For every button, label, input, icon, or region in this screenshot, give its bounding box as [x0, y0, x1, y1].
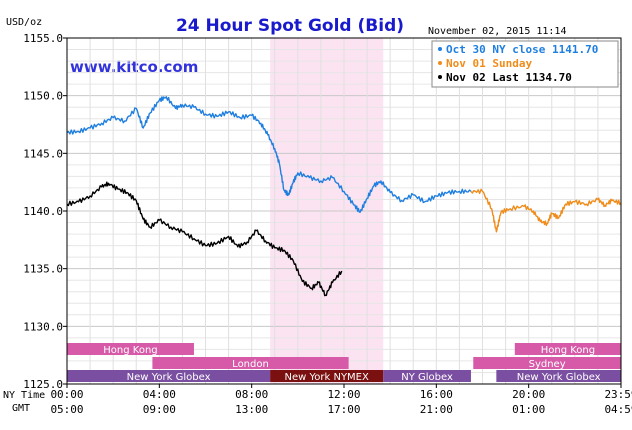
legend-entry: Oct 30 NY close 1141.70	[446, 43, 598, 56]
market-session-label: New York NYMEX	[285, 372, 370, 383]
x-tick-label-ny: 04:00	[143, 388, 176, 401]
market-session-label: Hong Kong	[103, 345, 157, 356]
x-row-label-ny: NY Time	[3, 390, 45, 401]
y-tick-label: 1140.0	[23, 205, 63, 218]
market-session-label: Hong Kong	[541, 345, 595, 356]
y-tick-label: 1150.0	[23, 90, 63, 103]
market-session-bar	[473, 357, 621, 369]
market-session-bar	[67, 370, 271, 382]
legend-box	[431, 40, 619, 88]
series-line	[66, 181, 343, 297]
legend-swatch	[438, 61, 442, 65]
market-session-bar	[152, 357, 349, 369]
timestamp: November 02, 2015 11:14	[428, 26, 566, 37]
x-tick-label-gmt: 01:00	[512, 403, 545, 416]
legend-swatch	[438, 47, 442, 51]
y-axis-unit-label: USD/oz	[6, 17, 42, 28]
market-session-label: London	[232, 359, 269, 370]
market-session-label: New York Globex	[517, 372, 601, 383]
x-tick-label-ny: 00:00	[50, 388, 83, 401]
legend-entry: Nov 02 Last 1134.70	[446, 71, 572, 84]
kitco-brand-link[interactable]: www.kitco.com	[70, 58, 198, 76]
market-session-bar	[67, 343, 194, 355]
x-tick-label-gmt: 09:00	[143, 403, 176, 416]
x-tick-label-ny: 08:00	[235, 388, 268, 401]
x-tick-label-gmt: 13:00	[235, 403, 268, 416]
legend-entry: Nov 01 Sunday	[446, 57, 532, 70]
y-tick-label: 1145.0	[23, 147, 63, 160]
legend-swatch	[438, 75, 442, 79]
y-tick-label: 1155.0	[23, 32, 63, 45]
x-tick-label-gmt: 17:00	[327, 403, 360, 416]
y-tick-label: 1135.0	[23, 263, 63, 276]
x-tick-label-ny: 12:00	[327, 388, 360, 401]
market-session-label: NY Globex	[401, 372, 453, 383]
x-tick-label-ny: 16:00	[420, 388, 453, 401]
x-tick-label-gmt: 21:00	[420, 403, 453, 416]
market-session-bar	[496, 370, 621, 382]
x-tick-label-gmt: 05:00	[50, 403, 83, 416]
y-tick-label: 1125.0	[23, 378, 63, 391]
x-tick-label-ny: 20:00	[512, 388, 545, 401]
market-session-label: Sydney	[529, 359, 566, 370]
x-tick-label-ny: 23:59	[604, 388, 632, 401]
market-session-bar	[514, 343, 621, 355]
x-tick-label-gmt: 04:59	[604, 403, 632, 416]
market-session-bar	[270, 370, 384, 382]
series-line	[66, 96, 472, 213]
market-session-bar	[383, 370, 471, 382]
series-line	[470, 188, 622, 233]
chart-title: 24 Hour Spot Gold (Bid)	[176, 16, 404, 36]
x-row-label-gmt: GMT	[12, 403, 30, 414]
y-tick-label: 1130.0	[23, 320, 63, 333]
market-session-label: New York Globex	[127, 372, 211, 383]
